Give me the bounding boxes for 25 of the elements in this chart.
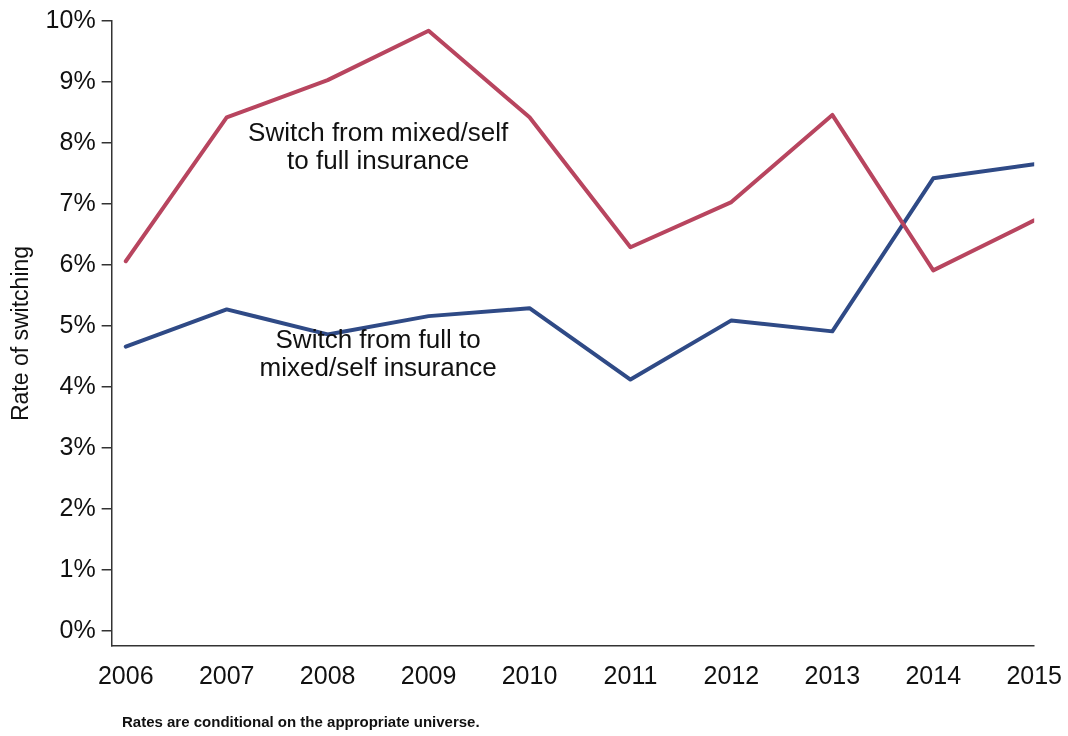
x-tick-label: 2011: [603, 660, 658, 689]
y-tick-label: 6%: [59, 248, 96, 277]
y-tick-label: 7%: [59, 187, 96, 216]
x-tick-label: 2006: [97, 660, 154, 689]
y-tick-label: 8%: [59, 126, 96, 155]
text: Rates are conditional on the appropriate universe.: [122, 713, 480, 731]
x-tick-label: 2010: [501, 660, 558, 689]
y-axis-title: Rate of switching: [7, 245, 34, 422]
x-tick-label: 2012: [703, 660, 760, 689]
y-tick-label: 9%: [59, 65, 96, 94]
series-label: Switch from full to mixed/self insurance: [259, 324, 497, 383]
y-tick-label: 4%: [59, 370, 96, 399]
y-tick-label: 1%: [59, 553, 96, 582]
y-tick-label: 3%: [59, 431, 96, 460]
x-tick-label: 2007: [198, 660, 255, 689]
y-tick-label: 2%: [59, 492, 96, 521]
y-tick-label: 0%: [59, 614, 96, 643]
x-tick-label: 2009: [400, 660, 457, 689]
x-tick-label: 2013: [804, 660, 861, 689]
series-label: Switch from mixed/self to full insurance: [248, 116, 509, 175]
y-tick-label: 5%: [59, 309, 96, 338]
y-tick-label: 10%: [45, 4, 96, 33]
x-tick-label: 2014: [905, 660, 962, 689]
x-tick-label: 2015: [1006, 660, 1062, 689]
x-tick-label: 2008: [299, 660, 356, 689]
